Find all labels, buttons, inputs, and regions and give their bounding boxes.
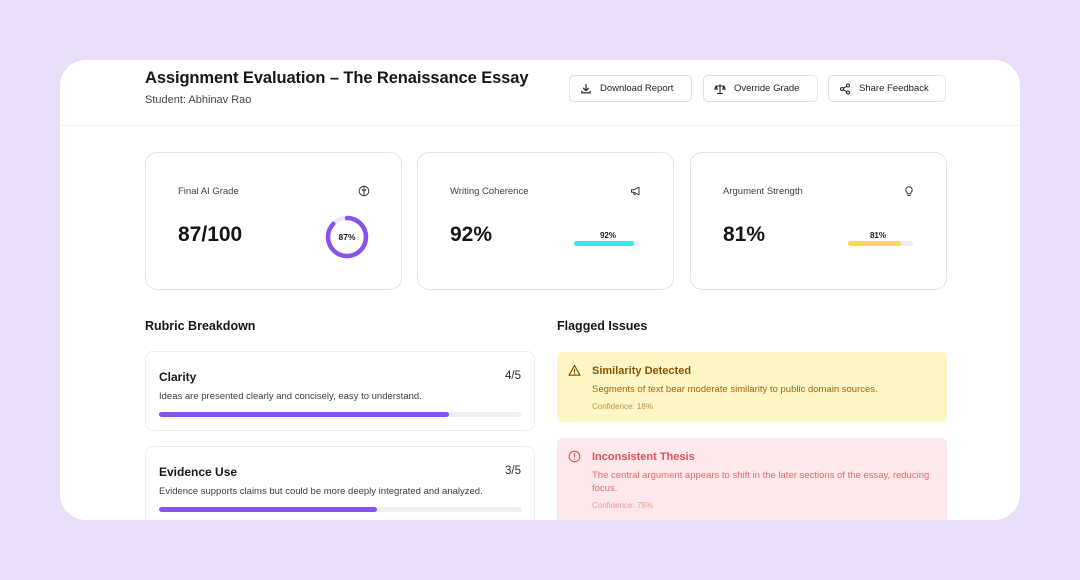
rubric-item-evidence-use: Evidence Use 3/5 Evidence supports claim…	[145, 446, 535, 520]
issue-confidence: Confidence: 75%	[592, 501, 653, 510]
rubric-progress-bar	[159, 412, 522, 417]
argument-progress-fill	[848, 241, 901, 246]
argument-bar-label: 81%	[869, 231, 886, 240]
page-header: Assignment Evaluation – The Renaissance …	[60, 60, 1020, 126]
argument-progress-bar	[848, 241, 913, 246]
argument-strength-card: Argument Strength 81% 81%	[690, 152, 947, 290]
rubric-progress-fill	[159, 412, 450, 417]
rubric-item-score: 3/5	[505, 465, 521, 477]
page-title: Assignment Evaluation – The Renaissance …	[145, 69, 529, 87]
grade-donut-percent: 87%	[338, 232, 356, 242]
rubric-section-title: Rubric Breakdown	[145, 319, 256, 333]
share-feedback-label: Share Feedback	[859, 83, 929, 94]
flagged-section-title: Flagged Issues	[557, 319, 648, 333]
override-grade-button[interactable]: Override Grade	[703, 75, 818, 102]
issue-description: The central argument appears to shift in…	[592, 470, 930, 494]
issue-title: Inconsistent Thesis	[592, 451, 695, 463]
rubric-item-score: 4/5	[505, 370, 521, 382]
coherence-progress-bar	[574, 241, 639, 246]
rubric-item-description: Evidence supports claims but could be mo…	[159, 486, 483, 497]
issue-title: Similarity Detected	[592, 365, 692, 377]
rubric-item-description: Ideas are presented clearly and concisel…	[159, 391, 422, 402]
coherence-bar-label: 92%	[599, 231, 616, 240]
brain-icon	[358, 185, 370, 197]
rubric-progress-fill	[159, 507, 377, 512]
share-icon	[839, 82, 851, 95]
share-feedback-button[interactable]: Share Feedback	[828, 75, 946, 102]
flagged-issue-thesis[interactable]: Inconsistent Thesis The central argument…	[557, 438, 947, 520]
override-grade-label: Override Grade	[734, 83, 800, 94]
flagged-issue-similarity[interactable]: Similarity Detected Segments of text bea…	[557, 352, 947, 422]
rubric-progress-bar	[159, 507, 522, 512]
rubric-item-name: Evidence Use	[159, 465, 238, 479]
issue-description: Segments of text bear moderate similarit…	[592, 384, 878, 395]
coherence-progress-fill	[574, 241, 634, 246]
evaluation-panel: Assignment Evaluation – The Renaissance …	[60, 60, 1020, 520]
issue-confidence: Confidence: 18%	[592, 402, 653, 411]
download-report-button[interactable]: Download Report	[569, 75, 692, 102]
download-icon	[580, 83, 592, 95]
final-grade-value: 87/100	[178, 223, 243, 246]
warning-triangle-icon	[568, 364, 581, 377]
argument-strength-value: 81%	[723, 223, 766, 246]
grade-donut-arc	[325, 215, 369, 259]
writing-coherence-value: 92%	[450, 223, 493, 246]
grade-donut-chart	[325, 215, 369, 259]
lightbulb-icon	[903, 185, 915, 197]
scale-icon	[714, 83, 726, 95]
download-report-label: Download Report	[600, 83, 674, 94]
final-grade-card: Final AI Grade 87/100 87%	[145, 152, 402, 290]
final-grade-label: Final AI Grade	[178, 186, 239, 197]
rubric-item-name: Clarity	[159, 370, 197, 384]
rubric-item-clarity: Clarity 4/5 Ideas are presented clearly …	[145, 351, 535, 431]
megaphone-icon	[630, 185, 642, 197]
argument-strength-label: Argument Strength	[723, 186, 803, 197]
writing-coherence-label: Writing Coherence	[450, 186, 529, 197]
student-name: Student: Abhinav Rao	[145, 94, 252, 106]
alert-circle-icon	[568, 450, 581, 463]
writing-coherence-card: Writing Coherence 92% 92%	[417, 152, 674, 290]
